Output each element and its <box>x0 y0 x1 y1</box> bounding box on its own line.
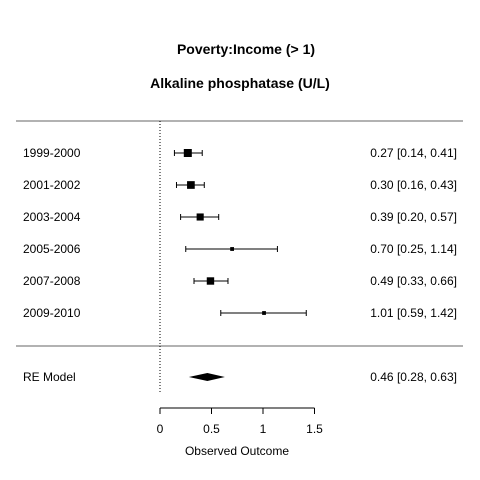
point-estimate-square <box>206 277 215 285</box>
study-label: 2009-2010 <box>23 306 81 320</box>
point-estimate-square <box>187 181 195 189</box>
study-label: 1999-2000 <box>23 146 81 160</box>
point-estimate-square <box>262 311 266 315</box>
point-estimate-square <box>183 149 192 157</box>
summary-label: RE Model <box>23 370 76 384</box>
x-axis: 0 0.5 1 1.5 <box>157 407 323 436</box>
summary-row: RE Model 0.46 [0.28, 0.63] <box>23 370 457 384</box>
study-rows: 1999-2000 0.27 [0.14, 0.41] 2001-2002 0.30 … <box>23 146 457 320</box>
x-tick-label: 1.5 <box>306 422 323 436</box>
study-row: 2007-2008 0.49 [0.33, 0.66] <box>23 274 457 288</box>
estimate-ci-text: 0.27 [0.14, 0.41] <box>370 146 457 160</box>
study-row: 2009-2010 1.01 [0.59, 1.42] <box>23 306 457 320</box>
study-row: 2005-2006 0.70 [0.25, 1.14] <box>23 242 457 256</box>
chart-subtitle: Alkaline phosphatase (U/L) <box>150 75 330 91</box>
estimate-ci-text: 0.49 [0.33, 0.66] <box>370 274 457 288</box>
x-tick-label: 1 <box>260 422 267 436</box>
study-label: 2001-2002 <box>23 178 81 192</box>
x-tick-label: 0.5 <box>203 422 220 436</box>
study-label: 2003-2004 <box>23 210 81 224</box>
point-estimate-square <box>196 213 204 221</box>
summary-diamond <box>188 373 225 381</box>
estimate-ci-text: 1.01 [0.59, 1.42] <box>370 306 457 320</box>
estimate-ci-text: 0.70 [0.25, 1.14] <box>370 242 457 256</box>
estimate-ci-text: 0.39 [0.20, 0.57] <box>370 210 457 224</box>
summary-estimate-text: 0.46 [0.28, 0.63] <box>370 370 457 384</box>
study-row: 2001-2002 0.30 [0.16, 0.43] <box>23 178 457 192</box>
x-tick-label: 0 <box>157 422 164 436</box>
estimate-ci-text: 0.30 [0.16, 0.43] <box>370 178 457 192</box>
study-label: 2005-2006 <box>23 242 81 256</box>
point-estimate-square <box>230 247 234 251</box>
chart-title: Poverty:Income (> 1) <box>177 41 315 57</box>
study-row: 1999-2000 0.27 [0.14, 0.41] <box>23 146 457 160</box>
x-axis-label: Observed Outcome <box>185 444 289 458</box>
study-label: 2007-2008 <box>23 274 81 288</box>
study-row: 2003-2004 0.39 [0.20, 0.57] <box>23 210 457 224</box>
